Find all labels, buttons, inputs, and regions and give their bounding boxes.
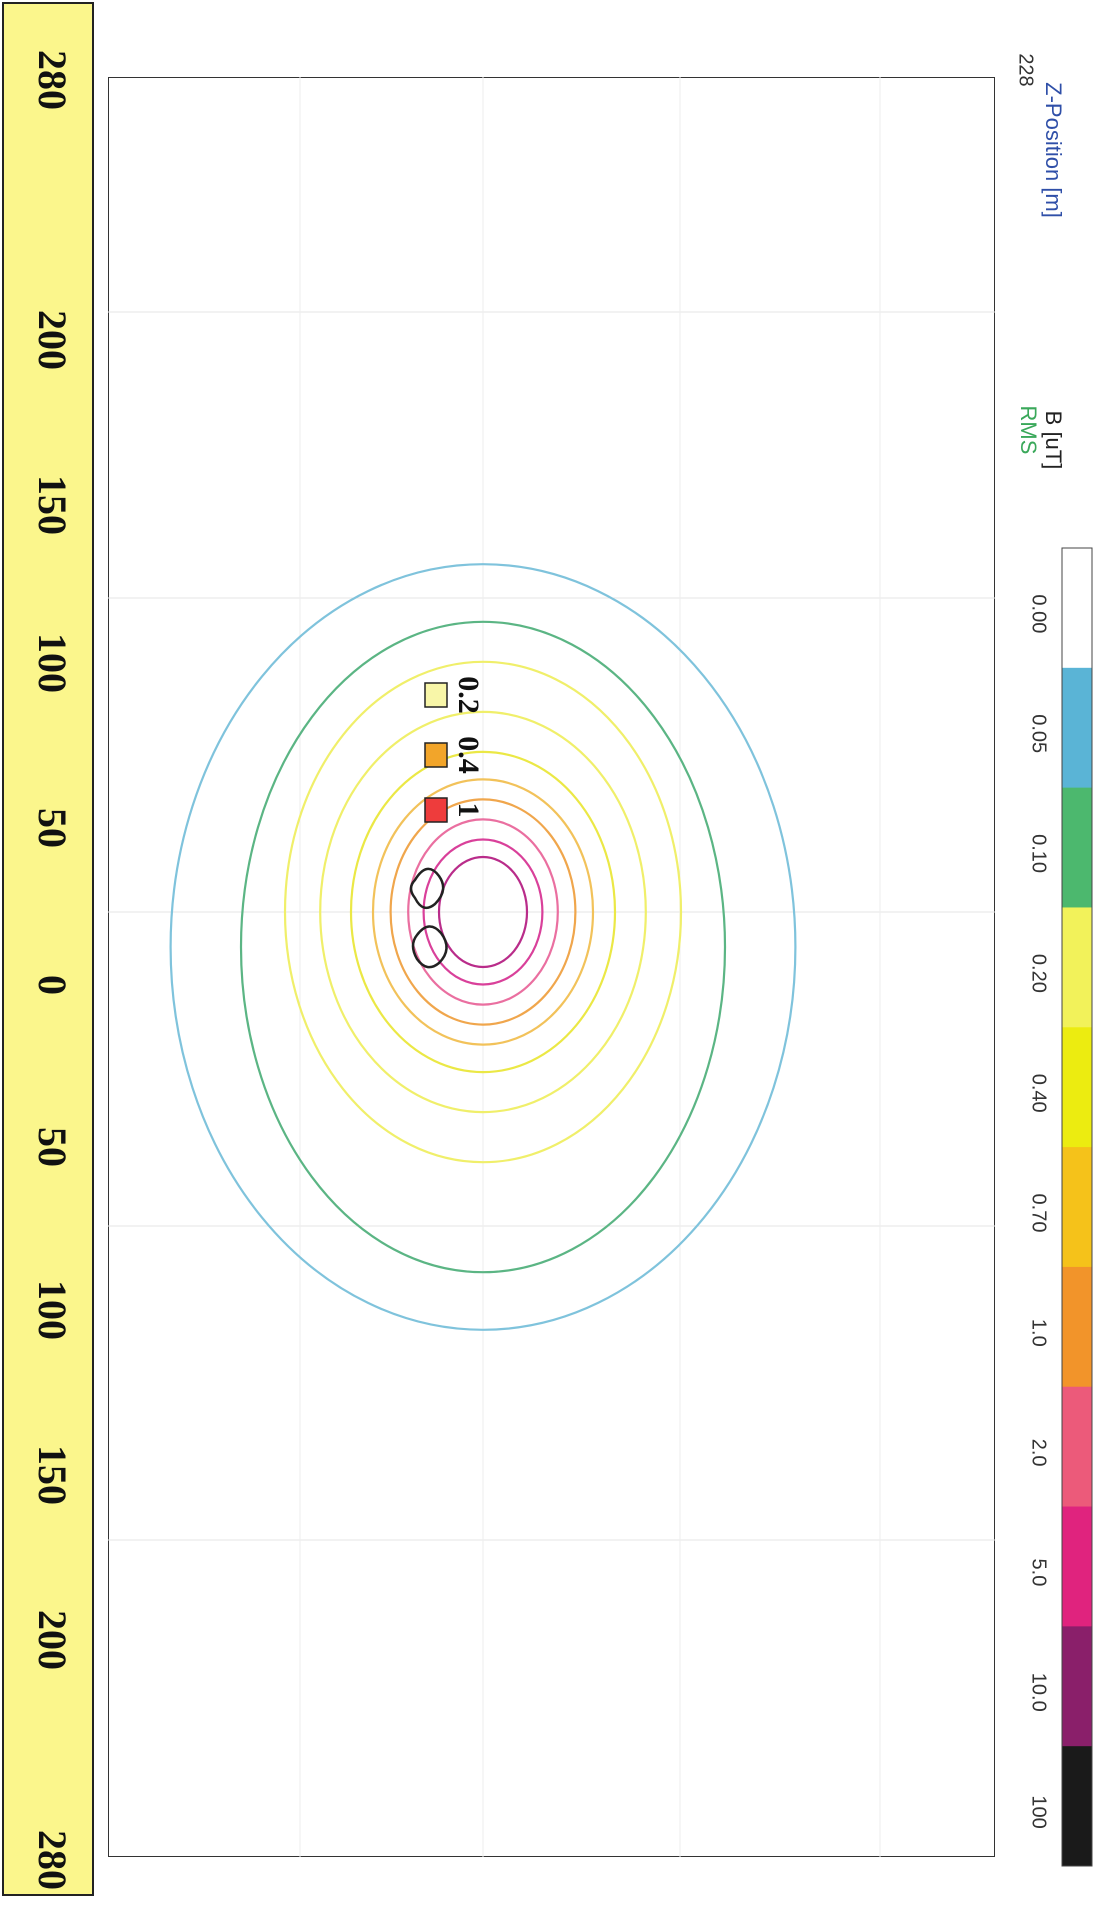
colorbar-segment [1062, 1626, 1092, 1747]
colorbar-segment [1062, 1386, 1092, 1508]
colorbar-label: 0.70 [1028, 1194, 1050, 1233]
colorbar-label: 10.0 [1028, 1673, 1050, 1712]
colorbar-segment [1062, 1746, 1092, 1867]
legend-swatch [424, 797, 448, 823]
contour-10 [437, 855, 529, 969]
statistic-label: RMS [1016, 406, 1041, 455]
legend-label: 0.4 [452, 736, 485, 774]
z-position-value: 228 [1015, 53, 1037, 86]
legend-label: 1 [452, 803, 485, 818]
contour-2 [407, 818, 559, 1006]
contour-0-2 [319, 710, 647, 1114]
colorbar-border [1061, 547, 1093, 1867]
ruler-tick-label: 150 [30, 475, 75, 535]
ruler-tick-label: 50 [30, 808, 75, 848]
contour-0-7 [371, 778, 595, 1046]
contour-lines [169, 563, 797, 1331]
ruler-tick-label: 100 [30, 1280, 75, 1340]
chart-header: Z-Position [m]228 B [uT]RMS [1015, 53, 1066, 469]
colorbar-segment [1062, 667, 1092, 789]
contour-0-1 [239, 620, 727, 1274]
contour-0-4 [349, 750, 617, 1074]
colorbar-label: 0.05 [1028, 714, 1050, 753]
ruler-tick-label: 280 [30, 50, 75, 110]
colorbar-label: 0.10 [1028, 834, 1050, 873]
colorbar-label: 0.00 [1028, 594, 1050, 633]
colorbar-segment [1062, 548, 1092, 669]
ruler-tick-label: 50 [30, 1127, 75, 1167]
colorbar-label: 0.20 [1028, 954, 1050, 993]
contour-1 [389, 798, 577, 1026]
colorbar-label: 0.40 [1028, 1074, 1050, 1113]
colorbar-label: 100 [1028, 1795, 1050, 1828]
colorbar-segment [1062, 1506, 1092, 1627]
ruler-tick-label: 200 [30, 310, 75, 370]
grid [108, 77, 995, 1857]
z-position-label: Z-Position [m] [1041, 82, 1066, 218]
source-loop [411, 925, 448, 969]
ruler-tick-label: 200 [30, 1610, 75, 1670]
colorbar-segment [1062, 907, 1092, 1028]
legend-swatch [424, 682, 448, 708]
source-loop [409, 867, 445, 910]
colorbar-segment [1062, 1266, 1092, 1388]
contour-0-2 [283, 660, 683, 1164]
colorbar-label: 1.0 [1028, 1319, 1050, 1347]
colorbar-label: 5.0 [1028, 1559, 1050, 1587]
ruler-tick-label: 150 [30, 1445, 75, 1505]
distance-ruler [2, 2, 94, 1896]
quantity-label: B [uT] [1041, 411, 1066, 470]
colorbar-segment [1062, 1027, 1092, 1148]
legend-swatch [424, 742, 448, 768]
colorbar-label: 2.0 [1028, 1439, 1050, 1467]
ruler-ticks: 280 200 150 100 50 0 50 100 150 200 280 [30, 50, 75, 1890]
source-marker [409, 867, 448, 969]
colorbar-segment [1062, 1147, 1092, 1268]
ruler-tick-label: 280 [30, 1830, 75, 1890]
ruler-tick-label: 0 [30, 975, 75, 995]
ruler-tick-label: 100 [30, 633, 75, 693]
colorbar-segment [1062, 787, 1092, 908]
contour-5 [422, 838, 544, 986]
plot-area [108, 77, 995, 1857]
contour-legend: 0.2 0.4 1 [424, 676, 485, 823]
contour-0-05 [169, 563, 797, 1331]
colorbar: 0.00 0.05 0.10 0.20 0.40 0.70 1.0 2.0 5.0 10.0 100 [1028, 547, 1093, 1867]
legend-label: 0.2 [452, 676, 485, 714]
